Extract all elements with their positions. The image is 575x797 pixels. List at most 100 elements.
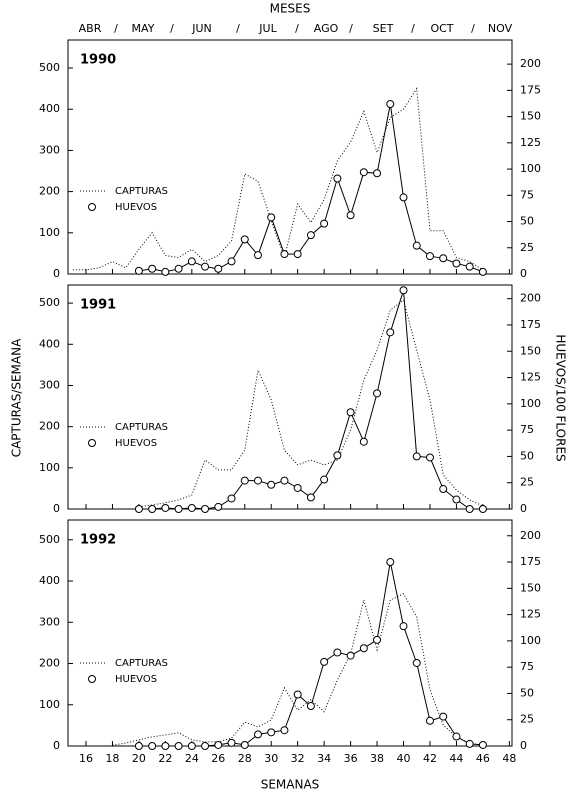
- data-point: [134, 505, 143, 513]
- x-tick-label: 26: [211, 752, 225, 765]
- y2-tick-label: 175: [520, 555, 541, 568]
- data-point: [214, 264, 223, 273]
- month-separator: /: [349, 22, 353, 35]
- x-tick-label: 28: [238, 752, 252, 765]
- y-tick-label: 200: [39, 420, 60, 433]
- y2-tick-label: 25: [520, 241, 534, 254]
- data-point: [465, 739, 474, 748]
- y2-tick-label: 200: [520, 529, 541, 542]
- data-point: [201, 742, 210, 750]
- x-tick-label: 46: [476, 752, 490, 765]
- data-point: [293, 690, 302, 699]
- data-point: [373, 169, 382, 178]
- data-point: [306, 231, 315, 240]
- data-point: [306, 493, 315, 502]
- data-point: [399, 193, 408, 202]
- y2-tick-label: 0: [520, 502, 527, 515]
- month-label: JUN: [191, 22, 212, 35]
- data-point: [161, 503, 170, 512]
- data-point: [439, 485, 448, 494]
- data-point: [253, 251, 262, 260]
- x-tick-label: 30: [264, 752, 278, 765]
- data-point: [373, 635, 382, 644]
- data-point: [240, 235, 249, 244]
- y-axis-title: CAPTURAS/SEMANA: [10, 338, 24, 457]
- data-point: [267, 480, 276, 489]
- legend-marker: [88, 203, 96, 211]
- data-point: [214, 502, 223, 511]
- y2-tick-label: 25: [520, 476, 534, 489]
- x-tick-label: 44: [449, 752, 463, 765]
- y-tick-label: 400: [39, 102, 60, 115]
- data-point: [280, 726, 289, 735]
- legend-label: CAPTURAS: [115, 658, 168, 669]
- data-point: [227, 257, 236, 266]
- month-label: JUL: [258, 22, 277, 35]
- y-tick-label: 0: [53, 267, 60, 280]
- data-point: [399, 622, 408, 631]
- month-label: NOV: [488, 22, 513, 35]
- data-point: [320, 657, 329, 666]
- data-point: [439, 254, 448, 263]
- series-line: [138, 299, 484, 508]
- data-point: [386, 328, 395, 337]
- y-tick-label: 200: [39, 185, 60, 198]
- plot-frame: [67, 284, 513, 510]
- y-tick-label: 300: [39, 378, 60, 391]
- data-point: [359, 644, 368, 653]
- y2-tick-label: 50: [520, 449, 534, 462]
- data-point: [280, 476, 289, 485]
- data-point: [425, 252, 434, 261]
- month-separator: /: [114, 22, 118, 35]
- series-line: [138, 290, 483, 510]
- data-point: [452, 732, 461, 741]
- y-tick-label: 500: [39, 61, 60, 74]
- data-point: [227, 738, 236, 747]
- y2-axis-title: HUEVOS/100 FLORES: [554, 334, 568, 461]
- data-point: [174, 505, 183, 513]
- y2-tick-label: 25: [520, 713, 534, 726]
- data-point: [465, 262, 474, 271]
- data-point: [465, 505, 474, 513]
- data-point: [359, 437, 368, 446]
- x-axis-title: SEMANAS: [261, 778, 320, 792]
- month-separator: /: [411, 22, 415, 35]
- month-label: MAY: [132, 22, 155, 35]
- y-tick-label: 100: [39, 698, 60, 711]
- y-tick-label: 400: [39, 574, 60, 587]
- data-point: [187, 257, 196, 266]
- legend-label: HUEVOS: [115, 674, 157, 685]
- x-tick-label: 48: [502, 752, 516, 765]
- data-point: [201, 505, 210, 513]
- y2-tick-label: 175: [520, 318, 541, 331]
- panel-year: 1992: [80, 533, 116, 548]
- data-point: [267, 728, 276, 737]
- data-point: [478, 740, 487, 749]
- data-point: [425, 453, 434, 462]
- y-tick-label: 100: [39, 461, 60, 474]
- y-tick-label: 0: [53, 502, 60, 515]
- y2-tick-label: 0: [520, 267, 527, 280]
- month-separator: /: [170, 22, 174, 35]
- y2-tick-label: 0: [520, 739, 527, 752]
- data-point: [452, 495, 461, 504]
- y2-tick-label: 50: [520, 215, 534, 228]
- y-tick-label: 300: [39, 143, 60, 156]
- data-point: [478, 505, 487, 513]
- data-point: [478, 267, 487, 276]
- plot-frame: [67, 519, 513, 747]
- month-separator: /: [236, 22, 240, 35]
- x-tick-label: 32: [291, 752, 305, 765]
- y2-tick-label: 100: [520, 634, 541, 647]
- panel-year: 1990: [80, 53, 116, 68]
- data-point: [134, 266, 143, 275]
- data-point: [386, 100, 395, 109]
- y-tick-label: 500: [39, 533, 60, 546]
- y-tick-label: 0: [53, 739, 60, 752]
- y2-tick-label: 200: [520, 292, 541, 305]
- legend-label: HUEVOS: [115, 202, 157, 213]
- y2-tick-label: 150: [520, 110, 541, 123]
- x-tick-label: 40: [397, 752, 411, 765]
- data-point: [267, 213, 276, 222]
- month-label: SET: [373, 22, 394, 35]
